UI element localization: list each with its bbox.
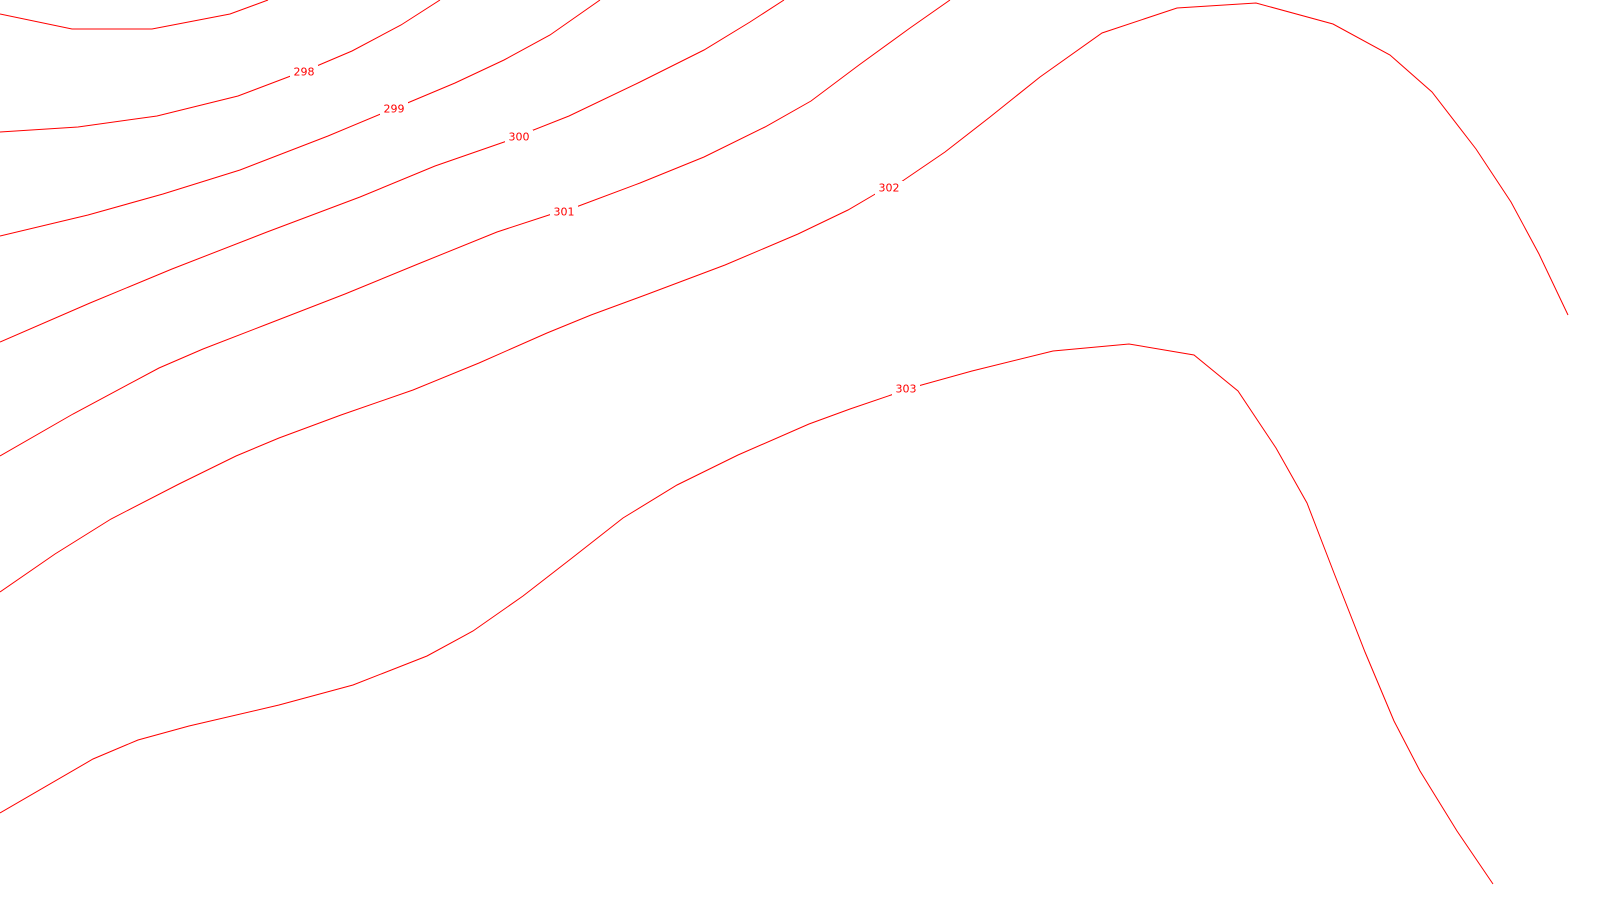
contour-line-302 [0, 2, 1569, 593]
contour-label-301-text: 301 [554, 206, 575, 219]
contour-label-302: 302 [875, 181, 903, 195]
contour-line-301 [0, 0, 951, 457]
contour-line-300 [0, 0, 785, 343]
contour-label-300-text: 300 [509, 131, 530, 144]
contour-line-298 [0, 0, 441, 133]
contour-label-298-text: 298 [294, 66, 315, 79]
contour-label-299: 299 [380, 102, 408, 116]
contour-label-302-text: 302 [879, 182, 900, 195]
contour-label-303: 303 [892, 382, 920, 396]
contour-label-298: 298 [290, 65, 318, 79]
contour-label-303-text: 303 [896, 383, 917, 396]
contour-label-300: 300 [505, 130, 533, 144]
contour-line-297 [0, 0, 269, 30]
contour-line-299 [0, 0, 601, 237]
contour-line-303 [0, 343, 1494, 885]
contour-label-301: 301 [550, 205, 578, 219]
contour-label-299-text: 299 [384, 103, 405, 116]
